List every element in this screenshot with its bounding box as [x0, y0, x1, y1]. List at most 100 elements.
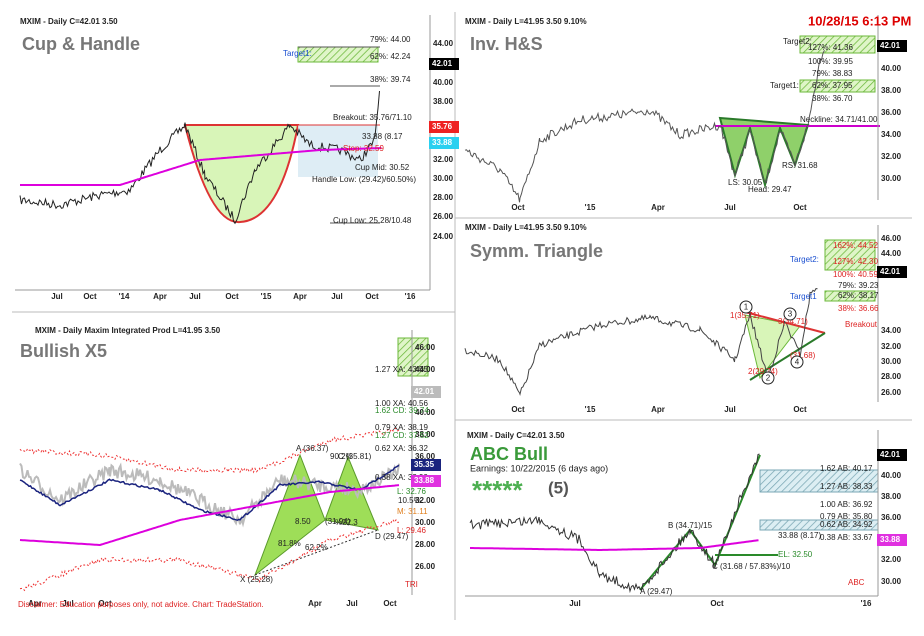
x-tick-label: Apr: [153, 292, 167, 301]
annotation: 62%: 42.24: [370, 52, 411, 61]
price-badge-label: 42.01: [880, 267, 901, 276]
x-tick-label: Oct: [793, 203, 807, 212]
trendline: [749, 332, 826, 381]
wave-marker-label: 1: [744, 303, 749, 312]
y-tick-label: 30.00: [881, 357, 902, 366]
annotation: 33.88 (8.17: [362, 132, 403, 141]
y-tick-label: 38.00: [433, 97, 454, 106]
price-badge: [429, 137, 459, 149]
y-tick-label: 30.00: [881, 577, 902, 586]
y-tick-label: 38.00: [881, 86, 902, 95]
x-tick-label: '15: [261, 292, 272, 301]
price-line: [19, 427, 400, 474]
x-tick-label: Oct: [365, 292, 379, 301]
x-tick-label: Oct: [83, 292, 97, 301]
annotation: 38%: 39.74: [370, 75, 411, 84]
annotation: 1.00 AB: 36.92: [820, 500, 873, 509]
price-line: [470, 539, 759, 551]
price-line: [464, 50, 825, 203]
annotation: A (29.47): [640, 587, 673, 596]
annotation: X (25.28): [240, 575, 273, 584]
y-tick-label: 32.00: [881, 555, 902, 564]
y-tick-label: 32.00: [881, 342, 902, 351]
annotation: EL: 32.50: [778, 550, 813, 559]
annotation: 62%: 38.17: [838, 291, 879, 300]
x-tick-label: Jul: [724, 405, 736, 414]
x-tick-label: Jul: [51, 292, 63, 301]
price-badge-label: 33.88: [432, 138, 453, 147]
y-tick-label: 26.00: [415, 562, 436, 571]
price-line: [469, 453, 760, 594]
y-tick-label: 30.00: [881, 174, 902, 183]
y-tick-label: 30.00: [433, 174, 454, 183]
annotation: 162%: 44.52: [833, 241, 878, 250]
price-badge: [411, 386, 441, 398]
panel-header: MXIM - Daily L=41.95 3.50 9.10%: [465, 17, 587, 26]
rating-stars: *****: [472, 475, 523, 505]
y-tick-label: 44.00: [881, 249, 902, 258]
panel-header: MXIM - Daily C=42.01 3.50: [20, 17, 118, 26]
annotation: Neckline: 34.71/41.00: [800, 115, 878, 124]
annotation: Target1: [790, 292, 817, 301]
x5-leg: [324, 455, 379, 531]
annotation: Target1:: [770, 81, 799, 90]
y-tick-label: 26.00: [881, 388, 902, 397]
annotation: 0.38 XA: 33.99: [375, 473, 428, 482]
y-tick-label: 38.00: [415, 430, 436, 439]
x-tick-label: Apr: [651, 203, 665, 212]
annotation: 1(35.71): [730, 311, 760, 320]
annotation: B (34.71)/15: [668, 521, 713, 530]
annotation: 38%: 36.66: [838, 304, 879, 313]
price-badge: [429, 121, 459, 133]
price-badge-label: 35.35: [414, 460, 435, 469]
target-box: [824, 239, 876, 271]
annotation: 81.8%: [278, 539, 301, 548]
target-box: [397, 337, 429, 377]
annotation: C (31.68 / 57.83%)/10: [712, 562, 791, 571]
annotation: Cup Low: 25.28/10.48: [333, 216, 412, 225]
panel-title: ABC Bull: [470, 444, 548, 464]
annotation: C (35.81): [338, 452, 372, 461]
annotation: Head: 29.47: [748, 185, 792, 194]
price-line: [20, 147, 382, 186]
earnings: Earnings: 10/22/2015 (6 days ago): [470, 463, 608, 473]
x-tick-label: Jul: [724, 203, 736, 212]
y-tick-label: 32.00: [433, 155, 454, 164]
annotation: Target1:: [283, 49, 312, 58]
panel-header: MXIM - Daily C=42.01 3.50: [467, 431, 565, 440]
y-tick-label: 28.00: [433, 193, 454, 202]
annotation: 0.79 XA: 38.19: [375, 423, 428, 432]
price-badge-label: 42.01: [432, 59, 453, 68]
annotation: TRI: [405, 580, 418, 589]
price-badge-label: 33.88: [880, 535, 901, 544]
panel-title: Bullish X5: [20, 341, 107, 361]
y-tick-label: 28.00: [881, 372, 902, 381]
y-tick-label: 36.00: [415, 452, 436, 461]
annotation: 38%: 36.70: [812, 94, 853, 103]
annotation: 100%: 40.59: [833, 270, 878, 279]
y-tick-label: 40.00: [433, 78, 454, 87]
annotation: 62%: 37.95: [812, 81, 853, 90]
annotation: (31.68): [790, 351, 816, 360]
x-tick-label: Oct: [710, 599, 724, 608]
price-badge: [429, 58, 459, 70]
annotation: Handle Low: (29.42)/60.50%): [312, 175, 416, 184]
annotation: Breakout: 35.76/71.10: [333, 113, 412, 122]
price-badge: [877, 40, 907, 52]
annotation: (31.94): [325, 517, 351, 526]
y-tick-label: 32.00: [415, 496, 436, 505]
y-tick-label: 28.00: [415, 540, 436, 549]
x-tick-label: Jul: [346, 599, 358, 608]
price-line: [464, 288, 818, 396]
annotation: 0.62 AB: 34.92: [820, 520, 873, 529]
wave-marker: [783, 307, 797, 321]
annotation: LS: 30.05: [728, 178, 763, 187]
annotation: 79%: 39.23: [838, 281, 879, 290]
y-tick-label: 46.00: [415, 343, 436, 352]
price-line: [19, 484, 400, 546]
wave-marker-label: 3: [788, 310, 793, 319]
price-badge: [411, 475, 441, 487]
x-tick-label: Apr: [293, 292, 307, 301]
y-tick-label: 32.00: [881, 152, 902, 161]
